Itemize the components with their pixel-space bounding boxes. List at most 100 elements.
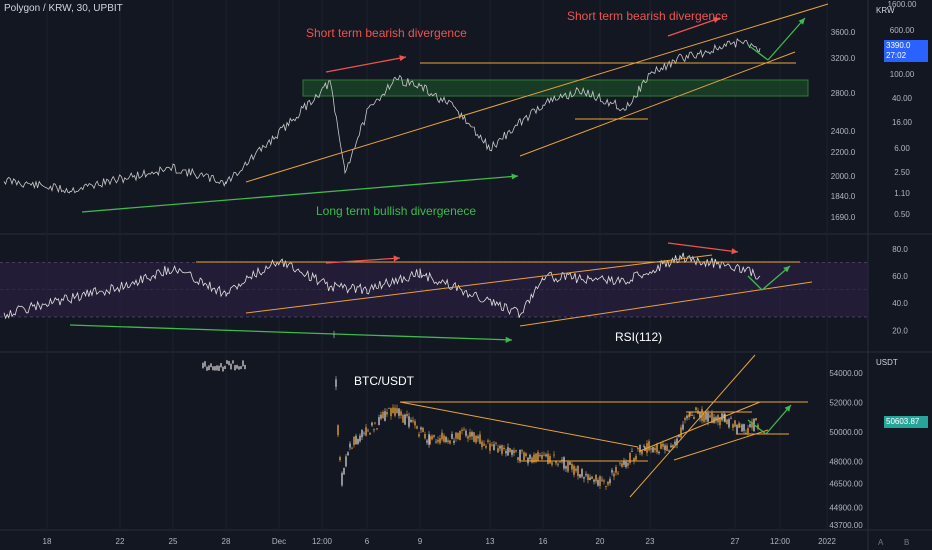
rsi-red-arrow-1-head [393, 255, 400, 262]
y-tick-label-right: 6.00 [894, 144, 910, 153]
btc-candle-body [734, 420, 736, 427]
btc-candle-body [463, 429, 465, 431]
btc-candle-body [212, 366, 214, 371]
btc-candle-body [699, 412, 701, 419]
y-tick-label-btc: 44900.00 [829, 503, 863, 512]
price-tag-top-value: 3390.0 [886, 41, 911, 50]
btc-candle-body [230, 363, 232, 370]
y-tick-label-price: 2400.0 [831, 127, 856, 136]
y-tick-label-right: 1600.00 [888, 0, 917, 9]
y-tick-label-rsi: 20.0 [892, 326, 908, 335]
btc-candle-body [428, 434, 430, 445]
y-tick-label-right: 1.10 [894, 189, 910, 198]
btc-candle-body [686, 415, 688, 419]
btc-candle-body [684, 418, 686, 421]
currency-label-top: KRW [876, 6, 895, 15]
price-tag-top: 3390.0 27:02 [884, 40, 928, 62]
upper-channel-line [245, 3, 829, 183]
annotation-long-term: Long term bullish divergenece [316, 204, 476, 218]
btc-candle-body [497, 448, 499, 453]
y-tick-label-right: 2.50 [894, 168, 910, 177]
btc-candle-body [390, 408, 392, 417]
btc-candle-body [333, 334, 335, 336]
btc-candle-body [371, 422, 373, 426]
x-tick-label: 9 [418, 537, 423, 546]
btc-candle-body [376, 428, 378, 430]
btc-candle-body [623, 460, 625, 465]
btc-candle-body [563, 457, 565, 469]
btc-candle-body [627, 462, 629, 466]
btc-candle-body [668, 450, 670, 452]
red-divergence-arrow-2 [667, 17, 721, 37]
btc-candle-body [335, 379, 337, 387]
btc-candle-body [603, 480, 605, 482]
btc-candle-body [621, 463, 623, 467]
btc-candle-body [412, 420, 414, 422]
btc-candle-body [355, 435, 357, 445]
auto-scale-icon[interactable]: A [878, 538, 884, 547]
btc-candle-body [711, 412, 713, 424]
btc-candle-body [511, 450, 513, 455]
btc-candle-body [363, 432, 365, 434]
zones [0, 79, 868, 317]
btc-candle-body [408, 416, 410, 427]
btc-candle-body [398, 408, 400, 416]
btc-candle-body [418, 434, 420, 437]
btc-candle-body [721, 413, 723, 421]
x-tick-label: 2022 [818, 537, 836, 546]
btc-candle-body [751, 421, 753, 428]
btc-candle-body [359, 435, 361, 442]
btc-candle-body [693, 417, 695, 419]
price-series [3, 38, 761, 194]
btc-candle-body [216, 365, 218, 371]
btc-candle-body [529, 454, 531, 459]
btc-descending-line [399, 401, 639, 448]
btc-candle-body [491, 444, 493, 446]
y-tick-label-btc: 52000.00 [829, 398, 863, 407]
btc-candle-body [465, 430, 467, 436]
red-divergence-arrow-1-head [399, 55, 406, 62]
annotation-btc-label: BTC/USDT [354, 374, 415, 388]
series [3, 38, 761, 490]
rsi-projection-up-head [783, 266, 790, 273]
btc-candle-body [499, 445, 501, 449]
y-tick-label-btc: 54000.00 [829, 369, 863, 378]
btc-candle-body [609, 479, 611, 484]
btc-candle-body [728, 419, 730, 428]
btc-candle-body [449, 440, 451, 444]
log-scale-icon[interactable]: B [904, 538, 910, 547]
x-tick-label: 28 [222, 537, 231, 546]
btc-candle-body [341, 472, 343, 486]
btc-candle-body [457, 433, 459, 439]
red-divergence-arrow-2-head [713, 17, 720, 23]
btc-candle-body [635, 455, 637, 460]
x-tick-label: 20 [596, 537, 605, 546]
btc-candle-body [439, 438, 441, 444]
btc-candle-body [641, 450, 643, 455]
btc-candle-body [232, 360, 234, 364]
btc-candle-body [495, 442, 497, 444]
btc-candle-body [224, 365, 226, 370]
btc-candle-body [743, 424, 745, 431]
projection-up [767, 17, 806, 61]
btc-candle-body [414, 421, 416, 426]
rsi-green-arrow [69, 324, 513, 341]
btc-candle-body [206, 366, 208, 371]
btc-candle-body [461, 429, 463, 431]
btc-candle-body [652, 446, 654, 453]
btc-candle-body [361, 430, 363, 438]
btc-candle-body [422, 427, 424, 432]
btc-candle-body [515, 450, 517, 452]
btc-candle-body [473, 432, 475, 442]
btc-candle-body [571, 464, 573, 470]
btc-candle-body [234, 365, 236, 371]
y-tick-label-price: 2200.0 [831, 148, 856, 157]
btc-candle-body [617, 472, 619, 474]
drawings [69, 3, 829, 498]
symbol-title[interactable]: Polygon / KRW, 30, UPBIT [4, 3, 123, 14]
btc-candle-body [666, 445, 668, 451]
btc-candle-body [745, 432, 747, 434]
btc-candle-body [741, 424, 743, 432]
